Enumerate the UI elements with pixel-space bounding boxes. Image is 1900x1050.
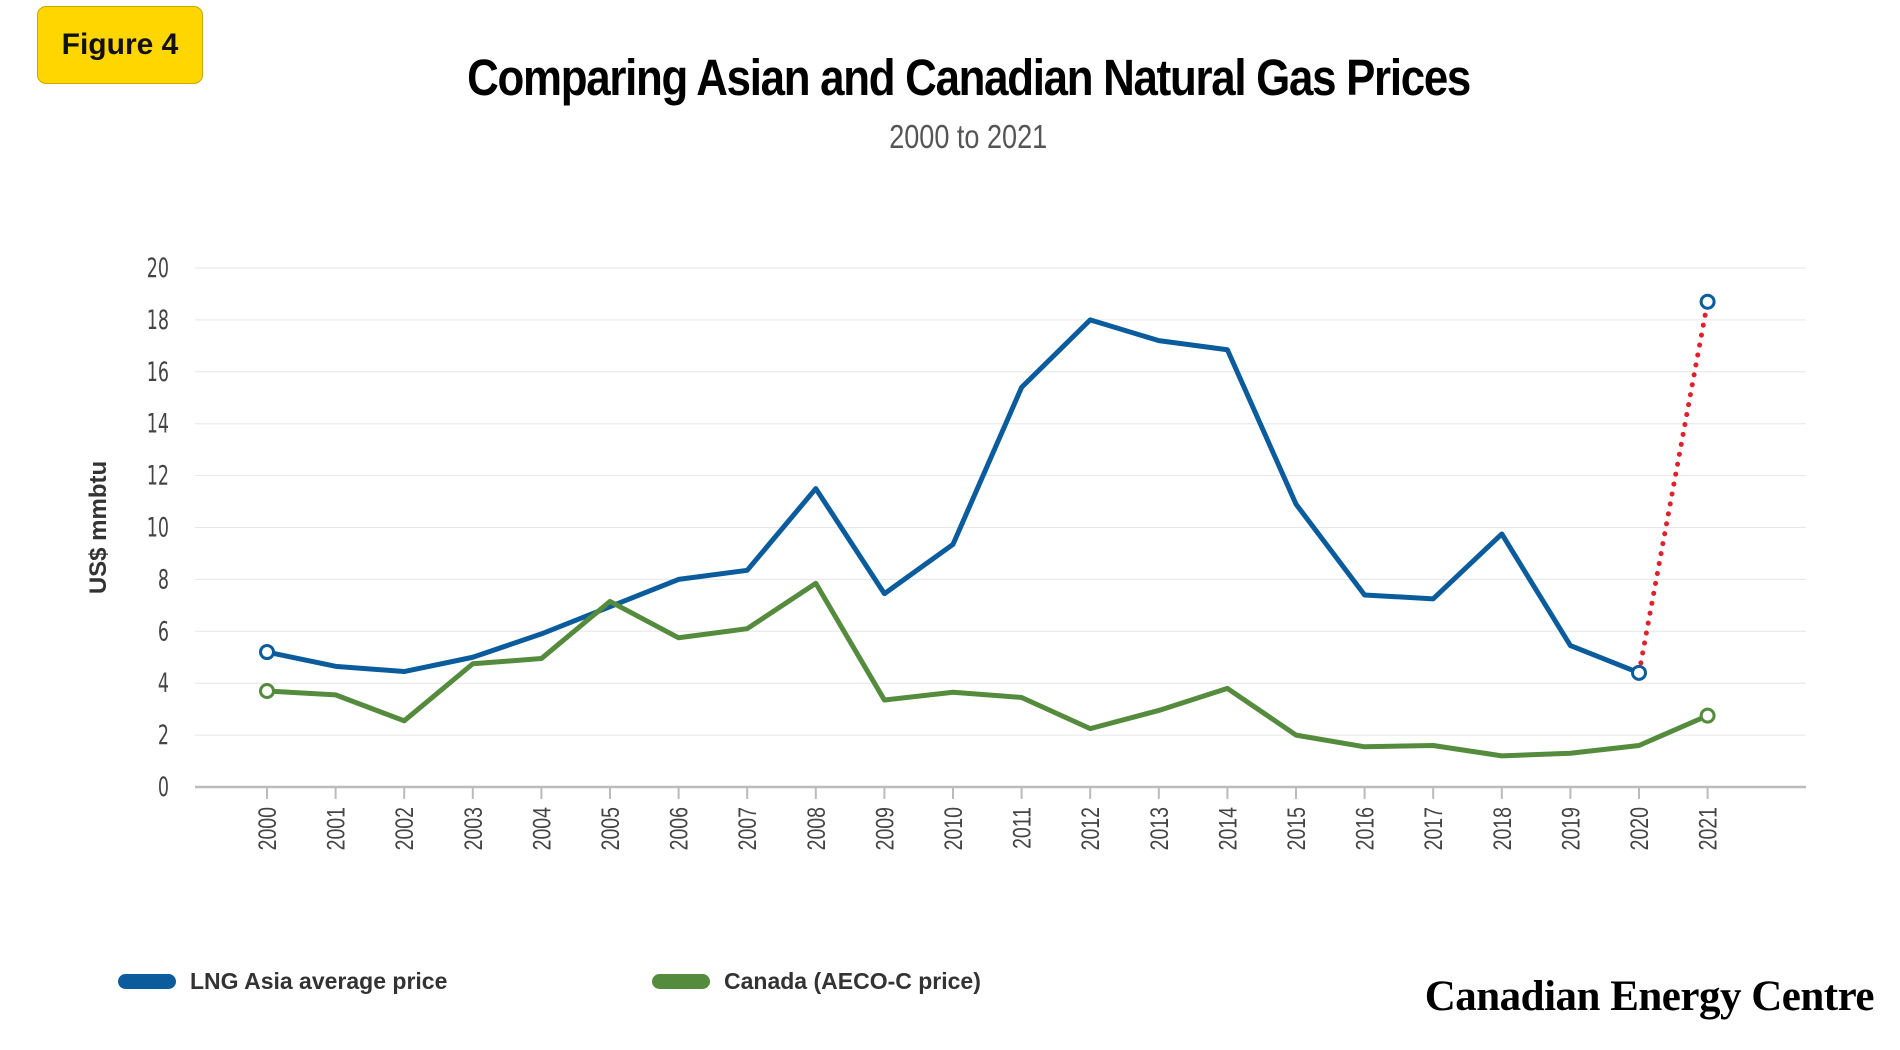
x-tick-label: 2004	[528, 807, 556, 850]
x-tick-label: 2011	[1008, 807, 1036, 849]
data-point-marker	[259, 644, 275, 661]
data-point-marker	[1631, 664, 1647, 681]
legend-item-canada: Canada (AECO-C price)	[652, 968, 981, 995]
y-axis-label: US$ mmbtu	[85, 461, 112, 594]
x-tick-label: 2002	[391, 807, 419, 850]
x-tick-label: 2007	[734, 807, 762, 850]
x-tick-label: 2018	[1488, 807, 1516, 850]
x-tick-label: 2016	[1351, 807, 1379, 850]
x-tick-label: 2001	[322, 807, 350, 850]
x-tick-label: 2021	[1694, 807, 1722, 850]
y-tick-label: 4	[158, 667, 169, 699]
y-tick-label: 12	[147, 459, 169, 491]
legend-swatch-lng-asia	[118, 974, 176, 989]
y-tick-label: 10	[147, 511, 169, 543]
data-point-marker	[1699, 707, 1716, 724]
y-tick-label: 6	[158, 615, 169, 647]
legend-swatch-canada	[652, 974, 710, 989]
y-tick-label: 14	[147, 407, 169, 439]
y-tick-label: 18	[147, 304, 169, 336]
series-line-0	[264, 317, 1642, 676]
y-tick-label: 16	[147, 356, 169, 388]
legend-label-lng-asia: LNG Asia average price	[190, 968, 448, 994]
x-tick-label: 2019	[1557, 807, 1585, 850]
legend-label-canada: Canada (AECO-C price)	[724, 968, 981, 994]
x-tick-label: 2008	[802, 807, 830, 850]
y-tick-label: 8	[158, 563, 169, 595]
data-point-marker	[259, 682, 275, 699]
x-tick-label: 2005	[597, 807, 625, 850]
x-tick-label: 2014	[1214, 807, 1242, 850]
x-tick-label: 2009	[871, 807, 899, 850]
chart-subtitle: 2000 to 2021	[889, 118, 1048, 155]
chart-title: Comparing Asian and Canadian Natural Gas…	[467, 49, 1471, 106]
legend-item-lng-asia: LNG Asia average price	[118, 968, 447, 995]
x-tick-label: 2012	[1077, 807, 1105, 850]
y-tick-label: 2	[158, 719, 169, 751]
data-point-marker	[1699, 293, 1716, 310]
x-tick-label: 2013	[1145, 807, 1173, 850]
x-tick-label: 2006	[665, 807, 693, 850]
x-tick-label: 2010	[940, 807, 968, 850]
brand-logo-text: Canadian Energy Centre	[1424, 973, 1875, 1020]
figure-badge: Figure 4	[37, 6, 203, 84]
y-tick-label: 0	[158, 771, 169, 803]
x-tick-label: 2020	[1626, 807, 1654, 850]
y-tick-label: 20	[147, 252, 169, 284]
x-tick-label: 2000	[254, 807, 282, 850]
series-line-1	[264, 580, 1711, 759]
projection-line	[1636, 299, 1711, 676]
x-tick-label: 2017	[1420, 807, 1448, 850]
x-tick-label: 2003	[459, 807, 487, 850]
x-tick-label: 2015	[1283, 807, 1311, 850]
